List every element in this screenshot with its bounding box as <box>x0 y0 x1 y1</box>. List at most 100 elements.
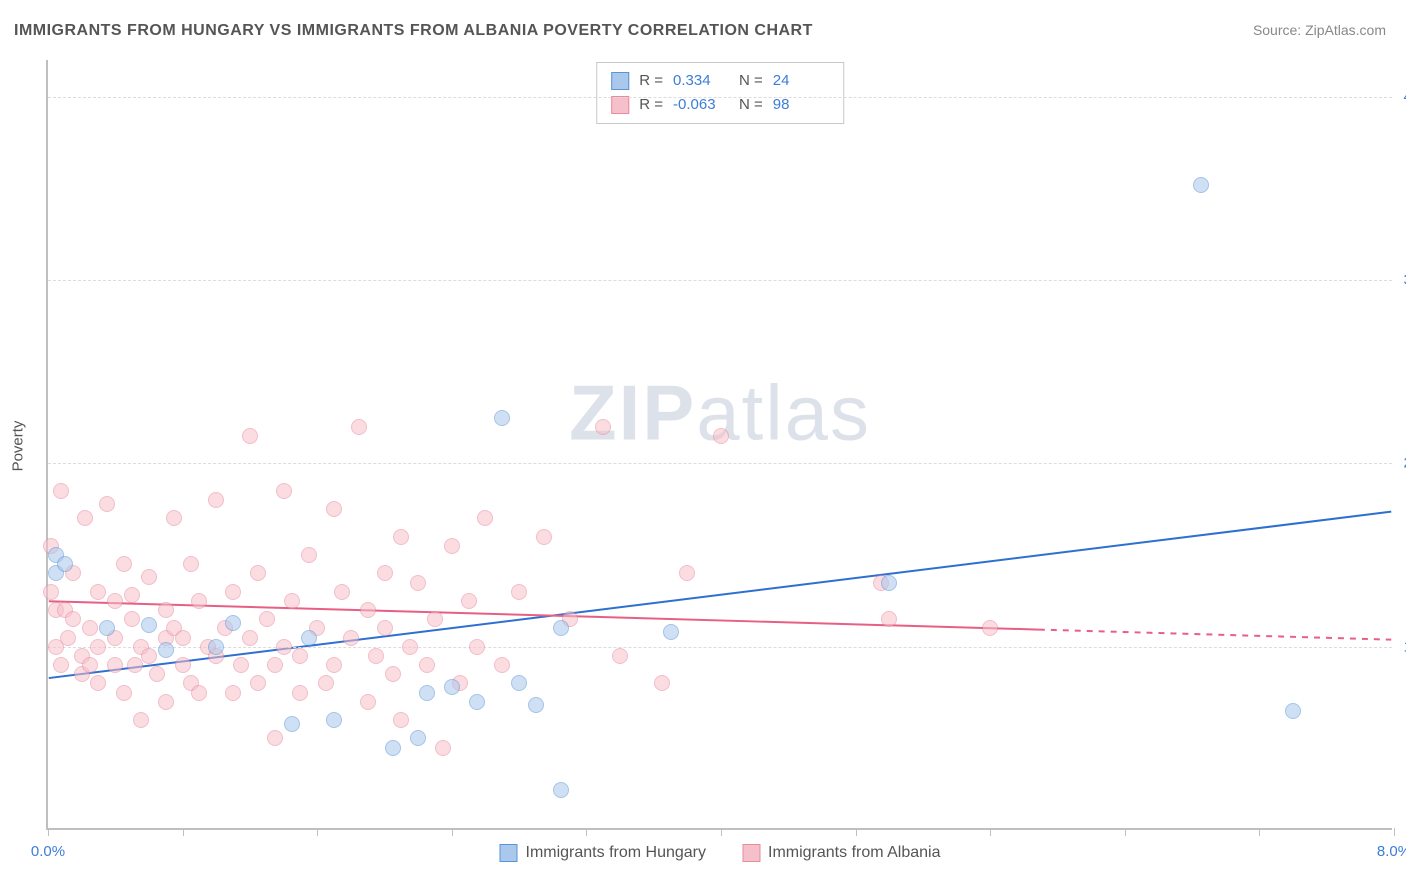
scatter-point <box>511 584 527 600</box>
scatter-point <box>124 587 140 603</box>
scatter-point <box>385 666 401 682</box>
scatter-point <box>284 593 300 609</box>
scatter-point <box>166 510 182 526</box>
xtick <box>317 828 318 836</box>
scatter-point <box>553 620 569 636</box>
gridline <box>48 647 1392 648</box>
scatter-point <box>511 675 527 691</box>
scatter-point <box>107 657 123 673</box>
scatter-point <box>343 630 359 646</box>
xtick-label: 8.0% <box>1377 843 1406 860</box>
xtick <box>721 828 722 836</box>
scatter-point <box>326 712 342 728</box>
series-name: Immigrants from Albania <box>768 844 941 862</box>
scatter-point <box>141 569 157 585</box>
scatter-point <box>259 611 275 627</box>
scatter-point <box>183 556 199 572</box>
scatter-point <box>419 657 435 673</box>
chart-title: IMMIGRANTS FROM HUNGARY VS IMMIGRANTS FR… <box>14 22 813 40</box>
legend-swatch <box>499 844 517 862</box>
scatter-point <box>53 657 69 673</box>
scatter-point <box>292 685 308 701</box>
scatter-point <box>158 642 174 658</box>
scatter-point <box>301 630 317 646</box>
scatter-point <box>881 575 897 591</box>
scatter-point <box>360 694 376 710</box>
scatter-point <box>679 565 695 581</box>
scatter-point <box>82 620 98 636</box>
scatter-point <box>141 617 157 633</box>
gridline <box>48 280 1392 281</box>
scatter-point <box>469 639 485 655</box>
scatter-point <box>107 593 123 609</box>
scatter-point <box>116 556 132 572</box>
xtick <box>586 828 587 836</box>
xtick <box>1259 828 1260 836</box>
legend-swatch <box>742 844 760 862</box>
scatter-point <box>284 716 300 732</box>
scatter-point <box>53 483 69 499</box>
scatter-point <box>301 547 317 563</box>
scatter-point <box>435 740 451 756</box>
series-name: Immigrants from Hungary <box>525 844 706 862</box>
scatter-point <box>469 694 485 710</box>
scatter-point <box>276 639 292 655</box>
scatter-point <box>326 501 342 517</box>
xtick <box>48 828 49 836</box>
scatter-point <box>208 492 224 508</box>
scatter-point <box>494 410 510 426</box>
series-legend-item: Immigrants from Albania <box>742 844 941 862</box>
scatter-point <box>536 529 552 545</box>
scatter-point <box>419 685 435 701</box>
scatter-point <box>149 666 165 682</box>
scatter-point <box>250 565 266 581</box>
chart-svg <box>48 60 1392 828</box>
scatter-point <box>410 730 426 746</box>
scatter-point <box>334 584 350 600</box>
scatter-point <box>351 419 367 435</box>
scatter-point <box>393 712 409 728</box>
scatter-point <box>881 611 897 627</box>
scatter-point <box>393 529 409 545</box>
scatter-point <box>267 657 283 673</box>
scatter-point <box>250 675 266 691</box>
scatter-point <box>595 419 611 435</box>
series-legend-item: Immigrants from Hungary <box>499 844 706 862</box>
trend-line <box>1039 630 1391 640</box>
scatter-point <box>368 648 384 664</box>
scatter-point <box>116 685 132 701</box>
scatter-point <box>124 611 140 627</box>
scatter-point <box>242 630 258 646</box>
scatter-point <box>141 648 157 664</box>
scatter-point <box>99 620 115 636</box>
scatter-point <box>267 730 283 746</box>
scatter-point <box>57 556 73 572</box>
stats-legend-row: R =0.334N =24 <box>611 69 829 93</box>
series-legend: Immigrants from Hungary Immigrants from A… <box>499 844 940 862</box>
scatter-point <box>1285 703 1301 719</box>
xtick <box>856 828 857 836</box>
scatter-point <box>191 593 207 609</box>
scatter-point <box>612 648 628 664</box>
scatter-point <box>713 428 729 444</box>
scatter-point <box>1193 177 1209 193</box>
scatter-point <box>158 694 174 710</box>
scatter-point <box>360 602 376 618</box>
scatter-point <box>477 510 493 526</box>
plot-area: ZIPatlas R =0.334N =24R =-0.063N =98 Imm… <box>46 60 1392 830</box>
scatter-point <box>133 712 149 728</box>
scatter-point <box>427 611 443 627</box>
scatter-point <box>90 584 106 600</box>
scatter-point <box>77 510 93 526</box>
legend-swatch <box>611 96 629 114</box>
legend-swatch <box>611 72 629 90</box>
xtick <box>1125 828 1126 836</box>
stat-r-value: 0.334 <box>673 69 729 93</box>
scatter-point <box>233 657 249 673</box>
xtick <box>990 828 991 836</box>
scatter-point <box>158 602 174 618</box>
scatter-point <box>276 483 292 499</box>
stat-n-label: N = <box>739 69 763 93</box>
xtick <box>452 828 453 836</box>
scatter-point <box>528 697 544 713</box>
